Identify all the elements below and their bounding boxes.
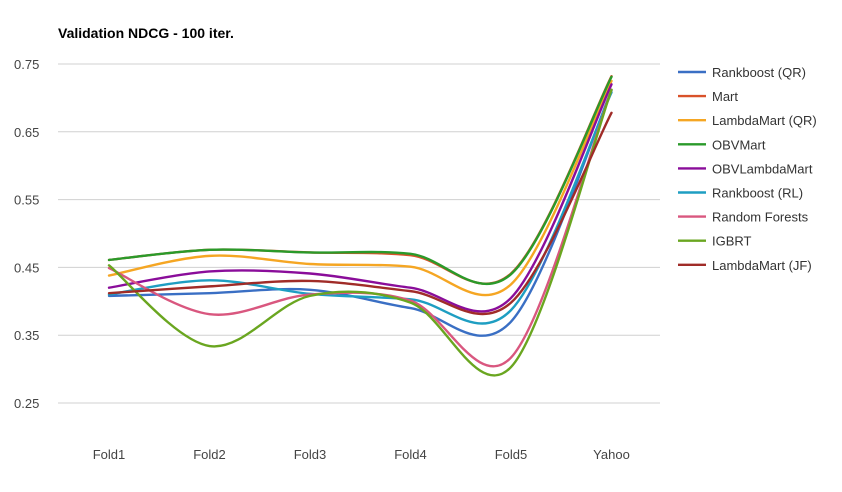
x-tick-label: Fold1 <box>93 447 126 462</box>
y-tick-label: 0.25 <box>14 396 39 411</box>
legend-label-rankboost-qr: Rankboost (QR) <box>712 65 806 80</box>
legend: Rankboost (QR) Mart LambdaMart (QR) OBVMart… <box>678 65 817 273</box>
legend-label-rankboost-rl: Rankboost (RL) <box>712 186 803 201</box>
y-tick-label: 0.75 <box>14 57 39 72</box>
x-tick-label: Fold5 <box>495 447 528 462</box>
x-tick-label: Fold3 <box>294 447 327 462</box>
series-lines <box>107 75 613 377</box>
x-axis-ticks: Fold1 Fold2 Fold3 Fold4 Fold5 Yahoo <box>93 447 630 462</box>
chart-title: Validation NDCG - 100 iter. <box>58 25 234 41</box>
y-axis-ticks: 0.75 0.65 0.55 0.45 0.35 0.25 <box>14 57 39 411</box>
legend-label-mart: Mart <box>712 89 738 104</box>
y-tick-label: 0.45 <box>14 260 39 275</box>
x-tick-label: Yahoo <box>593 447 630 462</box>
series-line-obvlambdamart <box>107 83 613 313</box>
series-line-obvmart <box>107 75 613 286</box>
legend-label-random-forests: Random Forests <box>712 210 809 225</box>
legend-label-obvlambdamart: OBVLambdaMart <box>712 161 813 176</box>
legend-label-igbrt: IGBRT <box>712 234 752 249</box>
x-tick-label: Fold2 <box>193 447 226 462</box>
series-line-random-forests <box>107 88 613 368</box>
y-tick-label: 0.65 <box>14 125 39 140</box>
series-line-rankboost-qr <box>107 89 613 337</box>
y-tick-label: 0.55 <box>14 193 39 208</box>
legend-label-obvmart: OBVMart <box>712 137 766 152</box>
series-line-igbrt <box>107 88 613 377</box>
series-line-lambdamart-qr <box>107 79 613 297</box>
legend-label-lambdamart-qr: LambdaMart (QR) <box>712 113 817 128</box>
gridlines <box>58 63 660 404</box>
x-tick-label: Fold4 <box>394 447 427 462</box>
y-tick-label: 0.35 <box>14 328 39 343</box>
series-line-lambdamart-jf <box>107 111 613 316</box>
legend-label-lambdamart-jf: LambdaMart (JF) <box>712 258 812 273</box>
